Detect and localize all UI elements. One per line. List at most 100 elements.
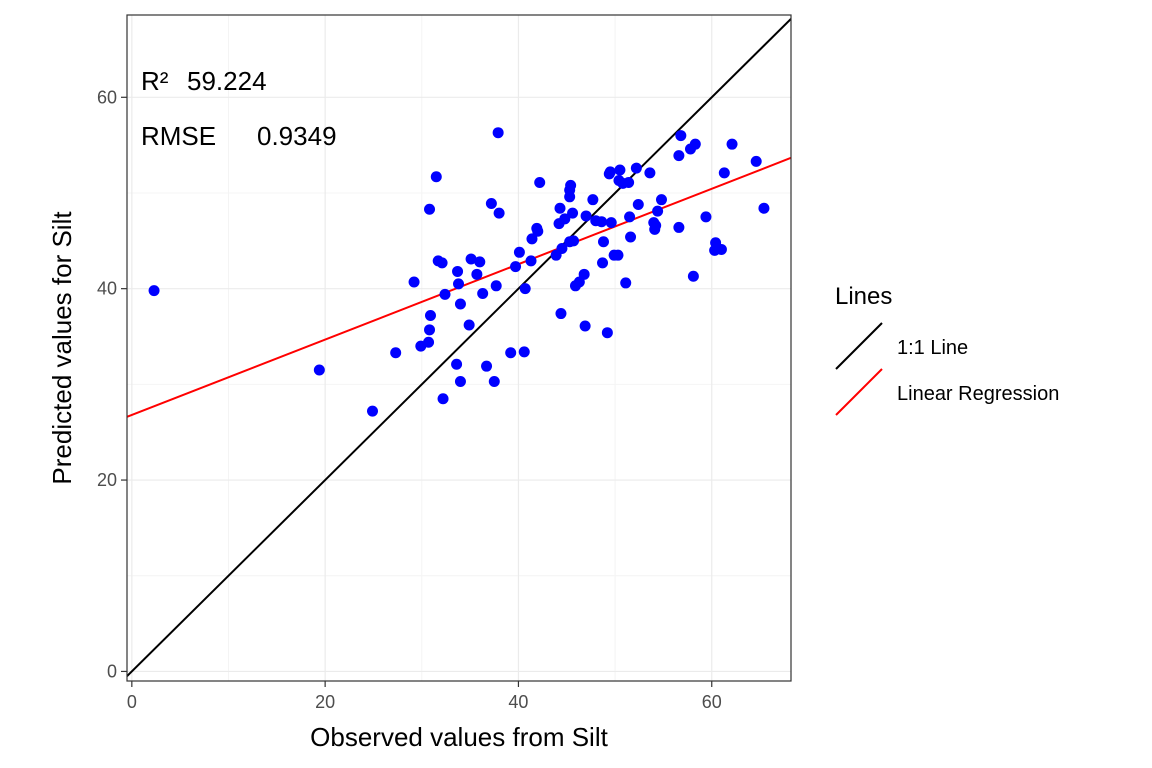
data-point (510, 261, 522, 273)
data-point (580, 210, 592, 222)
data-point (623, 176, 635, 188)
data-point (644, 167, 656, 179)
data-point (673, 221, 685, 233)
data-point (454, 375, 466, 387)
data-point (526, 233, 538, 245)
y-axis-ticks: 0 20 40 60 (97, 87, 127, 681)
data-point (687, 270, 699, 282)
data-points (148, 127, 770, 417)
data-point (726, 138, 738, 150)
data-point (559, 213, 571, 225)
identity-line (127, 18, 791, 677)
data-point (758, 202, 770, 214)
r2-value: 59.224 (187, 66, 267, 96)
data-point (366, 405, 378, 417)
data-point (518, 346, 530, 358)
data-point (424, 203, 436, 215)
data-point (568, 235, 580, 247)
data-point (630, 162, 642, 174)
data-point (715, 243, 727, 255)
data-point (430, 171, 442, 183)
data-point (465, 253, 477, 265)
data-point (673, 150, 685, 162)
data-point (614, 164, 626, 176)
data-point (454, 298, 466, 310)
data-point (718, 167, 730, 179)
data-point (632, 198, 644, 210)
data-point (587, 194, 599, 206)
data-point (424, 324, 436, 336)
data-point (620, 277, 632, 289)
x-tick-label: 0 (127, 692, 137, 712)
data-point (689, 138, 701, 150)
data-point (555, 308, 567, 320)
data-point (477, 287, 489, 299)
data-point (505, 347, 517, 359)
data-point (390, 347, 402, 359)
data-point (474, 256, 486, 268)
legend-label-identity: 1:1 Line (897, 337, 968, 359)
data-point (675, 130, 687, 142)
data-point (423, 336, 435, 348)
y-tick-label: 60 (97, 87, 117, 107)
data-point (471, 268, 483, 280)
data-point (436, 257, 448, 269)
data-point (525, 255, 537, 267)
data-point (513, 246, 525, 258)
data-point (604, 166, 616, 178)
data-point (624, 211, 636, 223)
data-point (148, 285, 160, 297)
data-point (556, 242, 568, 254)
x-tick-label: 60 (702, 692, 722, 712)
data-point (655, 194, 667, 206)
legend: Lines 1:1 Line Linear Regression (835, 283, 1059, 416)
data-point (452, 265, 464, 277)
data-point (493, 207, 505, 219)
data-point (485, 198, 497, 210)
data-point (605, 217, 617, 229)
data-point (579, 320, 591, 332)
rmse-value: 0.9349 (257, 121, 337, 151)
data-point (564, 191, 576, 203)
legend-key-regression (835, 368, 883, 416)
data-point (453, 278, 465, 290)
data-point (597, 257, 609, 269)
data-point (532, 225, 544, 237)
y-tick-label: 40 (97, 279, 117, 299)
data-point (750, 155, 762, 167)
data-point (612, 249, 624, 261)
data-point (554, 202, 566, 214)
data-point (424, 309, 436, 321)
data-point (437, 393, 449, 405)
y-axis-title: Predicted values for Silt (47, 211, 77, 485)
legend-label-regression: Linear Regression (897, 383, 1059, 405)
data-point (439, 288, 451, 300)
data-point (596, 216, 608, 228)
rmse-label: RMSE (141, 121, 216, 151)
data-point (490, 280, 502, 292)
legend-title: Lines (835, 283, 892, 310)
data-point (578, 268, 590, 280)
data-point (492, 127, 504, 139)
data-point (601, 327, 613, 339)
y-tick-label: 0 (107, 661, 117, 681)
data-point (565, 179, 577, 191)
data-point (567, 207, 579, 219)
data-point (700, 211, 712, 223)
x-tick-label: 20 (315, 692, 335, 712)
data-point (625, 231, 637, 243)
data-point (451, 358, 463, 370)
data-point (650, 220, 662, 232)
major-gridlines (127, 15, 791, 681)
data-point (534, 176, 546, 188)
data-point (652, 205, 664, 217)
legend-key-identity (835, 322, 883, 370)
data-point (488, 375, 500, 387)
x-axis-title: Observed values from Silt (310, 722, 608, 752)
data-point (481, 360, 493, 372)
r2-label: R² (141, 66, 169, 96)
data-point (463, 319, 475, 331)
data-point (313, 364, 325, 376)
y-tick-label: 20 (97, 470, 117, 490)
